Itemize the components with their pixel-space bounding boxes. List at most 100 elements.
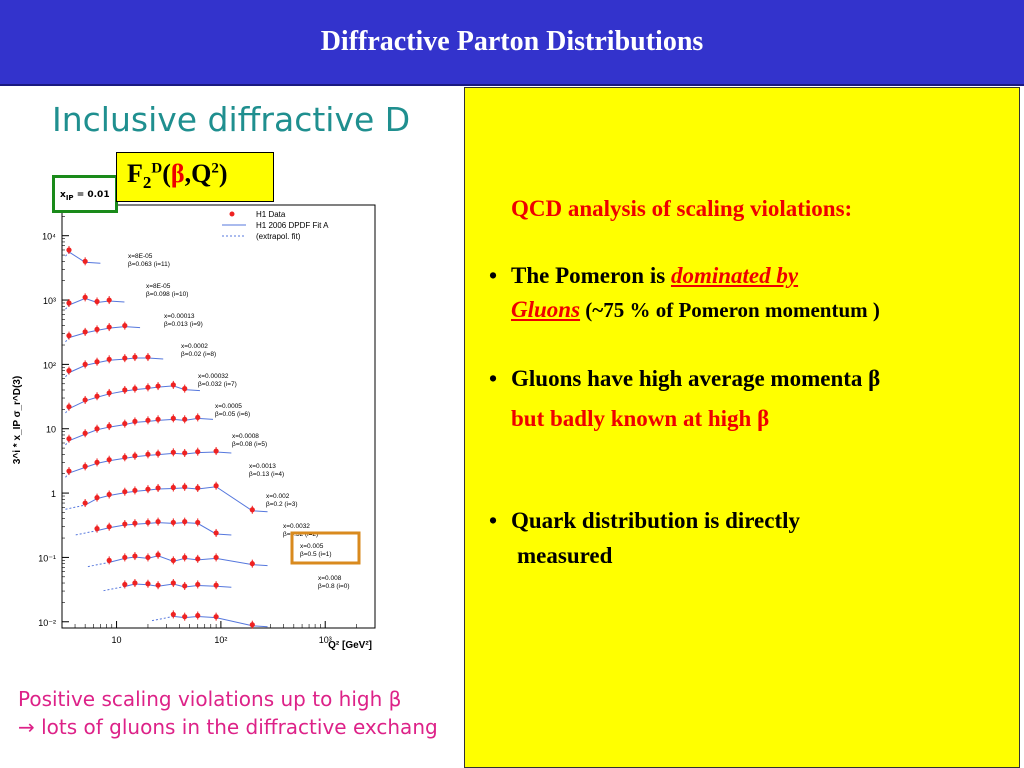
data-point — [155, 552, 161, 558]
legend-data-label: H1 Data — [256, 210, 286, 219]
data-point — [170, 484, 176, 491]
bin-label-beta: β=0.098 (i=10) — [146, 291, 188, 298]
data-point — [195, 612, 201, 619]
legend-data-marker — [229, 211, 235, 217]
data-point — [170, 415, 176, 421]
data-point — [106, 524, 112, 530]
data-point — [145, 384, 151, 390]
data-point — [94, 459, 100, 465]
bin-label-x: x=0.0032 — [283, 523, 310, 530]
data-point — [94, 326, 100, 332]
bin-label-x: x=0.0013 — [249, 463, 276, 470]
data-point — [195, 519, 201, 526]
data-point — [122, 554, 128, 561]
data-point — [106, 390, 112, 396]
y-tick-label: 10⁻² — [38, 618, 56, 628]
data-point — [145, 554, 151, 561]
xip-label: x — [60, 190, 66, 200]
data-point — [213, 614, 219, 620]
b1-pre: The Pomeron is — [511, 263, 671, 288]
b1-emph-1: dominated by — [670, 263, 799, 288]
data-point — [195, 449, 201, 455]
f2-sup: D — [151, 160, 163, 177]
data-point — [213, 554, 219, 561]
bullet-3: • — [489, 508, 498, 533]
bin-label-beta: β=0.013 (i=9) — [164, 321, 203, 328]
x-tick-label: 10³ — [319, 635, 332, 645]
x-axis-label: Q² [GeV²] — [328, 640, 372, 651]
data-point — [106, 557, 112, 563]
bottom-line-2: → lots of gluons in the diffractive exch… — [18, 715, 438, 739]
data-point — [66, 436, 72, 442]
inclusive-heading: Inclusive diffractive D — [52, 100, 411, 139]
panel-heading: QCD analysis of scaling violations: — [511, 196, 853, 221]
data-point — [132, 354, 138, 360]
data-point — [94, 393, 100, 399]
fit-extrapolation — [65, 372, 70, 378]
data-point — [249, 622, 255, 628]
fit-curve — [96, 522, 232, 536]
data-point — [66, 404, 72, 410]
bin-label-beta: β=0.063 (i=11) — [128, 261, 170, 268]
data-point — [182, 416, 188, 422]
data-point — [132, 418, 138, 425]
bullet-2-line-1: Gluons have high average momenta β — [511, 366, 881, 391]
data-point — [145, 451, 151, 457]
data-point — [106, 324, 112, 330]
data-point — [132, 553, 138, 559]
bin-label-beta: β=0.8 (i=0) — [318, 583, 350, 590]
bin-label-x: x=0.0008 — [232, 433, 259, 440]
data-point — [182, 519, 188, 525]
data-point — [213, 448, 219, 454]
fit-curve — [68, 417, 214, 442]
y-axis-label: 3^i * x_IP σ_r^D(3) — [12, 376, 23, 464]
data-point — [66, 300, 72, 306]
y-tick-label: 10 — [46, 425, 56, 435]
f2-main: F — [127, 159, 143, 188]
bottom-line-1: Positive scaling violations up to high β — [18, 687, 402, 711]
data-point — [249, 507, 255, 513]
data-point — [145, 581, 151, 587]
data-point — [249, 561, 255, 567]
bin-label-beta: β=0.02 (i=8) — [181, 351, 216, 358]
b1-post: (~75 % of Pomeron momentum ) — [580, 298, 880, 322]
data-point — [106, 356, 112, 362]
bin-label-beta: β=0.2 (i=3) — [266, 501, 298, 508]
data-point — [94, 495, 100, 501]
highlight-box — [290, 531, 361, 565]
data-point — [82, 361, 88, 367]
fit-curve — [68, 326, 141, 339]
f2-sub: 2 — [142, 173, 152, 193]
data-point — [82, 258, 88, 264]
title-bar: Diffractive Parton Distributions — [0, 0, 1024, 86]
data-point — [145, 486, 151, 492]
data-point — [94, 359, 100, 365]
data-point — [145, 519, 151, 526]
f2-q: ,Q — [184, 159, 212, 188]
data-point — [82, 430, 88, 436]
data-point — [94, 426, 100, 432]
data-point — [106, 457, 112, 463]
data-point — [82, 463, 88, 469]
data-point — [155, 582, 161, 588]
bullet-1-line-1: The Pomeron is dominated by — [511, 263, 798, 289]
data-point — [182, 583, 188, 589]
data-point — [155, 451, 161, 457]
data-point — [122, 581, 128, 588]
data-point — [213, 530, 219, 536]
bin-label-x: x=0.002 — [266, 493, 290, 500]
plot-frame — [61, 204, 376, 629]
data-point — [155, 485, 161, 491]
data-point — [82, 500, 88, 506]
data-point — [66, 333, 72, 339]
fit-extrapolation — [65, 304, 70, 310]
y-tick-label: 10⁻¹ — [38, 553, 56, 563]
bullet-3-line-2: measured — [517, 543, 613, 568]
data-point — [145, 417, 151, 423]
bin-label-x: x=8E-05 — [146, 283, 171, 290]
data-point — [106, 297, 112, 303]
fit-extrapolation — [65, 440, 70, 446]
fit-extrapolation — [65, 472, 70, 478]
data-point — [170, 519, 176, 526]
bin-label-beta: β=0.13 (i=4) — [249, 471, 284, 478]
